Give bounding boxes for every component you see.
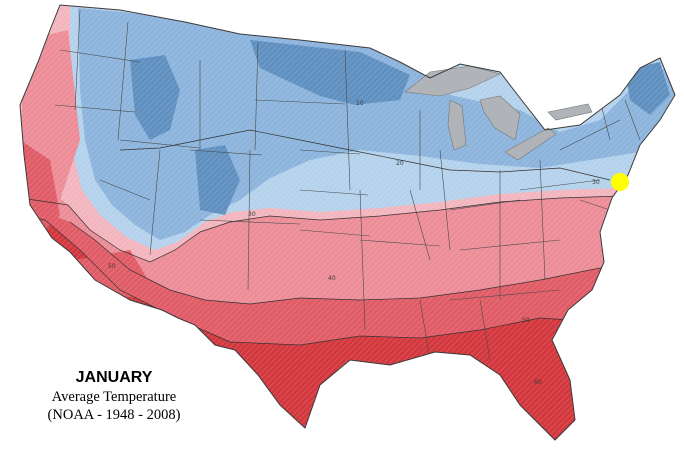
map-caption: JANUARY Average Temperature (NOAA - 1948… <box>14 368 214 424</box>
lake-michigan <box>447 99 467 151</box>
contour-lines <box>20 129 675 346</box>
contour-label-10: 10 <box>356 100 364 107</box>
contour-label-50-east: 50 <box>522 317 530 324</box>
lake-superior <box>404 65 501 97</box>
location-marker <box>611 173 629 191</box>
caption-month: JANUARY <box>75 369 153 386</box>
contour-label-30-east: 30 <box>592 179 600 186</box>
lake-erie <box>504 127 557 161</box>
lake-ontario <box>547 103 593 121</box>
us-outline <box>19 4 676 441</box>
caption-title: Average Temperature <box>51 389 177 405</box>
contour-label-50-west: 50 <box>108 263 116 270</box>
contour-label-40: 40 <box>328 275 336 282</box>
state-borders <box>54 9 641 361</box>
contour-labels: 10 20 30 30 40 50 50 60 <box>108 100 600 386</box>
lake-huron <box>479 95 521 141</box>
contour-label-60: 60 <box>534 379 542 386</box>
great-lakes <box>404 65 593 161</box>
contour-label-20: 20 <box>396 160 404 167</box>
caption-source: (NOAA - 1948 - 2008) <box>47 407 181 423</box>
contour-label-30-west: 30 <box>248 211 256 218</box>
